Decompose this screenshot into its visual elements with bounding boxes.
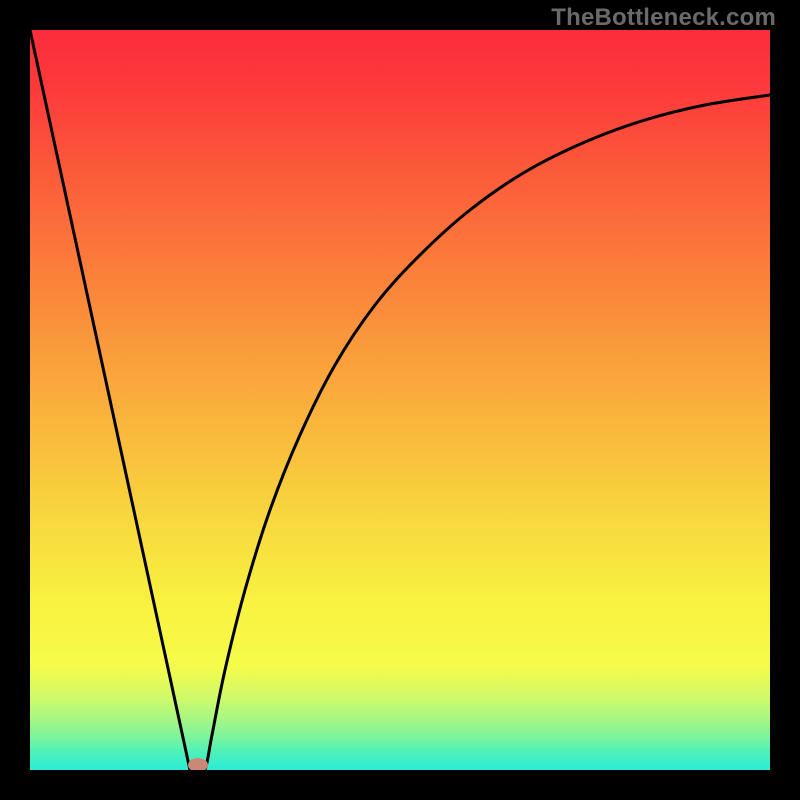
bottleneck-chart	[0, 0, 800, 800]
watermark-text: TheBottleneck.com	[551, 4, 776, 32]
plot-background	[30, 30, 770, 770]
chart-frame	[0, 770, 800, 800]
chart-container: TheBottleneck.com	[0, 0, 800, 800]
chart-frame	[0, 0, 30, 800]
chart-frame	[770, 0, 800, 800]
optimum-marker	[188, 758, 208, 772]
